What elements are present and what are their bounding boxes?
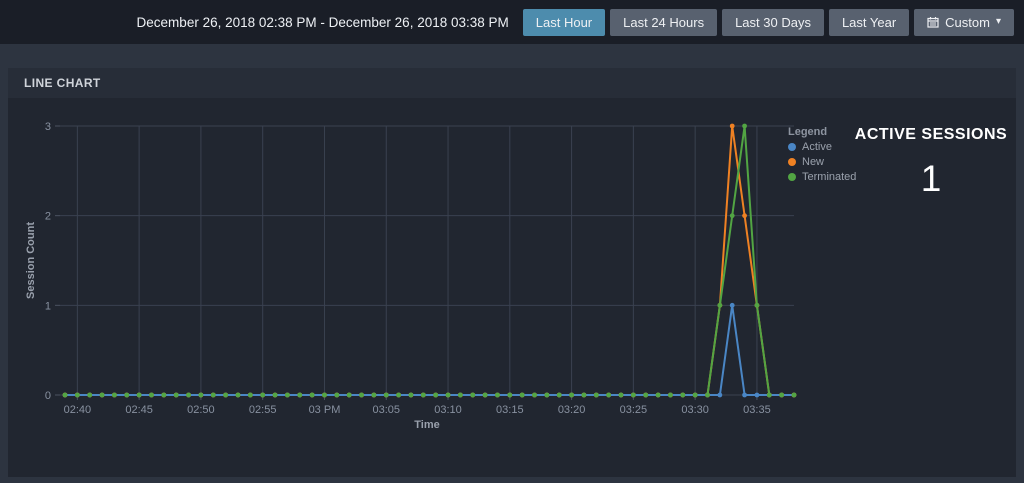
active-sessions-title: ACTIVE SESSIONS [854,126,1008,143]
terminated-series-dot-icon [788,173,796,181]
svg-text:03:05: 03:05 [372,404,400,416]
svg-text:02:55: 02:55 [249,404,277,416]
svg-text:0: 0 [45,390,51,402]
active-series-dot-icon [788,143,796,151]
legend-item-terminated[interactable]: Terminated [788,171,856,183]
line-chart-panel: LINE CHART 0 1 2 3 02:40 02:45 02:50 02:55 03 PM… [8,68,1016,477]
legend-title: Legend [788,126,828,138]
caret-down-icon: ▾ [995,16,1001,27]
panel-title: LINE CHART [24,76,101,90]
top-bar: December 26, 2018 02:38 PM - December 26… [0,0,1024,44]
svg-text:03:15: 03:15 [496,404,524,416]
legend-item-new[interactable]: New [788,156,856,168]
last-24-hours-label: Last 24 Hours [623,14,705,30]
chart-legend: Legend Active New Terminated [788,126,856,186]
time-range-button-group: Last Hour Last 24 Hours Last 30 Days Las… [522,8,1014,36]
last-hour-button[interactable]: Last Hour [522,8,606,36]
svg-text:02:40: 02:40 [64,404,92,416]
custom-range-button[interactable]: Custom ▾ [914,8,1014,36]
svg-text:02:50: 02:50 [187,404,215,416]
svg-text:03 PM: 03 PM [309,404,341,416]
svg-text:03:10: 03:10 [434,404,462,416]
custom-range-label: Custom [945,14,990,30]
svg-text:03:30: 03:30 [681,404,709,416]
svg-text:Session Count: Session Count [25,222,37,299]
last-30-days-button[interactable]: Last 30 Days [722,8,824,36]
last-30-days-label: Last 30 Days [735,14,811,30]
last-year-label: Last Year [841,14,897,30]
last-24-hours-button[interactable]: Last 24 Hours [610,8,718,36]
svg-text:2: 2 [45,211,51,223]
svg-text:02:45: 02:45 [125,404,153,416]
svg-text:03:35: 03:35 [743,404,771,416]
svg-text:1: 1 [45,300,51,312]
legend-item-active-label: Active [802,141,832,153]
last-year-button[interactable]: Last Year [828,8,910,36]
new-series-dot-icon [788,158,796,166]
date-range-label: December 26, 2018 02:38 PM - December 26… [136,14,509,30]
line-chart-svg[interactable]: 0 1 2 3 02:40 02:45 02:50 02:55 03 PM 03:05 03:10 0… [8,98,808,477]
panel-body: 0 1 2 3 02:40 02:45 02:50 02:55 03 PM 03:05 03:10 0… [8,98,1016,477]
legend-item-active[interactable]: Active [788,141,856,153]
legend-item-terminated-label: Terminated [802,171,857,183]
last-hour-label: Last Hour [535,14,593,30]
svg-text:3: 3 [45,121,51,133]
legend-item-new-label: New [802,156,825,168]
svg-text:Time: Time [414,419,439,431]
calendar-icon [927,16,939,28]
svg-text:03:25: 03:25 [620,404,648,416]
svg-text:03:20: 03:20 [558,404,586,416]
active-sessions-summary: ACTIVE SESSIONS 1 [851,126,1011,200]
active-sessions-value: 1 [920,158,942,199]
panel-header: LINE CHART [8,68,1016,98]
